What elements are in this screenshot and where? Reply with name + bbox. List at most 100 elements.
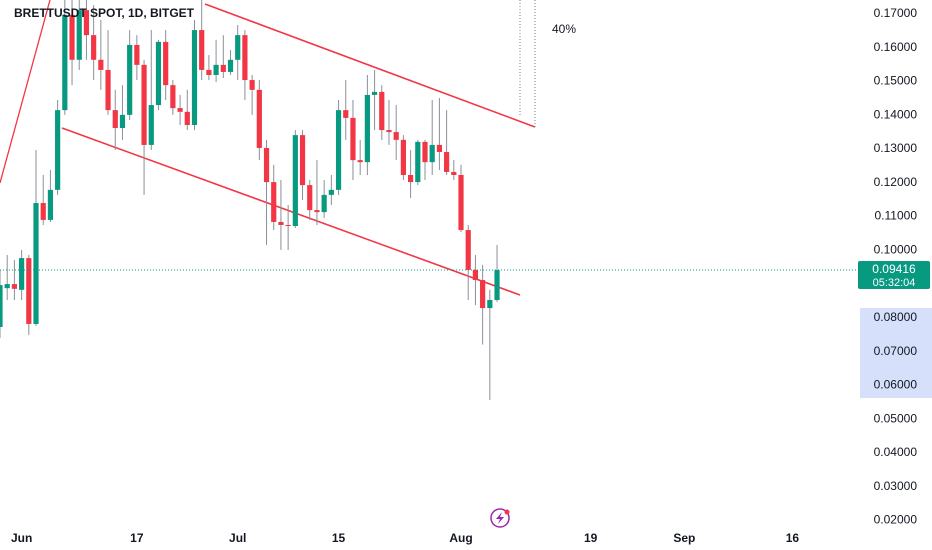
candle-body: [191, 30, 198, 125]
candle-body: [127, 44, 133, 115]
plot: [0, 0, 858, 400]
candle-body: [379, 91, 385, 131]
candle-body: [184, 111, 190, 125]
candle-body: [487, 299, 493, 309]
candle-body: [155, 41, 162, 106]
candle-body: [0, 285, 3, 328]
candle-body: [105, 69, 111, 111]
candle-body: [235, 35, 241, 60]
candle-body: [148, 105, 154, 145]
candle-body: [213, 64, 219, 75]
candle-body: [177, 108, 183, 112]
candle-body: [134, 44, 140, 65]
candle-body: [343, 110, 349, 118]
chart-title: BRETTUSDT SPOT, 1D, BITGET: [14, 6, 195, 20]
y-tick-label: 0.07000: [874, 344, 918, 358]
candle-body: [321, 194, 327, 213]
candle-body: [4, 284, 10, 289]
candle-body: [364, 94, 370, 163]
trend-line: [0, 0, 51, 184]
candle-body: [76, 10, 82, 60]
x-tick-label: 16: [786, 531, 800, 545]
candle-body: [480, 280, 486, 309]
candle-body: [350, 117, 356, 161]
candle-body: [256, 89, 262, 148]
price-tag: [858, 261, 930, 290]
candle-body: [163, 41, 169, 86]
y-tick-label: 0.13000: [874, 141, 918, 155]
y-tick-label: 0.14000: [874, 107, 918, 121]
candle-body: [285, 224, 291, 226]
channel-upper: [204, 3, 536, 128]
candle-body: [436, 144, 442, 153]
candle-body: [170, 85, 176, 109]
candle-body: [220, 64, 226, 72]
x-tick-label: Jul: [229, 531, 246, 545]
candle-body: [307, 185, 313, 211]
y-tick-label: 0.12000: [874, 175, 918, 189]
candle-body: [465, 230, 471, 270]
candle-body: [328, 189, 334, 195]
candle-body: [422, 141, 428, 163]
candle-body: [444, 152, 450, 172]
y-tick-label: 0.04000: [874, 445, 918, 459]
y-tick-label: 0.05000: [874, 411, 918, 425]
candle-body: [249, 80, 255, 90]
y-tick-label: 0.08000: [874, 310, 918, 324]
candle-body: [408, 174, 414, 183]
y-tick-label: 0.15000: [874, 74, 918, 88]
y-tick-label: 0.02000: [874, 513, 918, 527]
candle-body: [19, 258, 25, 290]
candle-body: [314, 210, 320, 213]
event-dot: [504, 509, 510, 515]
measure-label: 40%: [552, 22, 576, 36]
candle-body: [119, 114, 126, 129]
candle-body: [83, 10, 90, 36]
channel-lower: [61, 127, 521, 296]
axis-highlight: [860, 308, 932, 398]
candle-body: [299, 135, 306, 186]
candle-body: [11, 284, 17, 289]
candle-body: [292, 135, 298, 226]
x-tick-label: 17: [130, 531, 144, 545]
candle-body: [386, 130, 392, 133]
candle-body: [415, 141, 421, 183]
event-bolt: [496, 512, 504, 524]
x-tick-label: 15: [332, 531, 346, 545]
price-tag-countdown: 05:32:04: [873, 277, 916, 289]
x-tick-label: Aug: [449, 531, 472, 545]
x-tick-label: Jun: [11, 531, 32, 545]
price-tag-value: 0.09416: [872, 262, 916, 276]
candle-body: [271, 182, 277, 222]
candle-body: [33, 203, 39, 324]
candle-body: [335, 110, 342, 190]
candle-body: [141, 64, 147, 145]
candle-body: [242, 35, 248, 81]
y-tick-label: 0.16000: [874, 40, 918, 54]
candle-body: [451, 171, 457, 175]
y-tick-label: 0.11000: [875, 209, 918, 223]
candle-body: [357, 160, 363, 163]
candle-body: [278, 221, 284, 225]
candle-body: [494, 270, 500, 300]
candle-body: [91, 35, 97, 60]
candle-body: [400, 139, 406, 175]
candle-body: [199, 30, 205, 70]
candle-body: [26, 258, 32, 324]
candle-body: [393, 132, 399, 140]
x-tick-label: Sep: [673, 531, 695, 545]
candle-body: [458, 174, 464, 231]
y-tick-label: 0.10000: [874, 242, 918, 256]
candle-body: [206, 69, 212, 75]
candle-body: [112, 110, 118, 129]
y-tick-label: 0.03000: [874, 479, 918, 493]
candle-body: [47, 189, 54, 220]
candle-body: [98, 59, 104, 70]
y-tick-label: 0.17000: [874, 6, 918, 20]
y-tick-label: 0.06000: [874, 378, 918, 392]
candle-body: [371, 91, 378, 95]
candle-body: [69, 14, 75, 60]
candle-body: [62, 14, 68, 111]
candle-body: [227, 59, 234, 72]
